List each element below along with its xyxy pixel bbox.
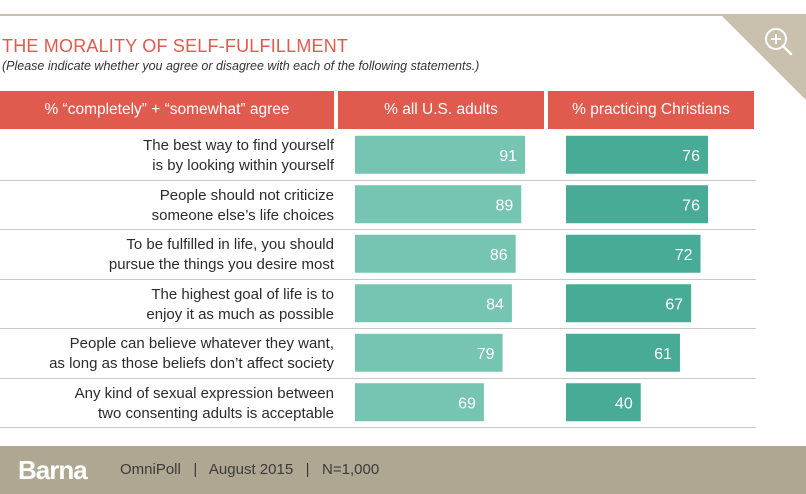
series-header-adults: % all U.S. adults <box>338 91 544 129</box>
chart-title: THE MORALITY OF SELF-FULFILLMENT <box>2 36 349 56</box>
bar-value-label: 84 <box>486 296 504 313</box>
row-header: % “completely” + “somewhat” agree <box>0 91 334 129</box>
bar <box>355 333 503 372</box>
row-label: The best way to find yourself is by looki… <box>0 136 334 176</box>
row-label-line: someone else’s life choices <box>151 206 334 224</box>
bar <box>355 185 522 224</box>
row-label-line: Any kind of sexual expression between <box>74 384 334 402</box>
bar <box>566 333 680 372</box>
row-label-line: enjoy it as much as possible <box>146 305 334 323</box>
bar <box>355 383 484 422</box>
bar-value-label: 72 <box>675 247 693 264</box>
bar <box>355 234 516 273</box>
bar-value-label: 76 <box>682 148 700 165</box>
bar-value-label: 91 <box>499 148 517 165</box>
row-divider <box>0 179 756 181</box>
barna-logo: Barna <box>18 455 88 485</box>
bar-value-label: 69 <box>458 395 476 412</box>
row-label: To be fulfilled in life, you should pursu… <box>0 235 334 275</box>
row-label-line: is by looking within yourself <box>152 157 334 174</box>
bar <box>355 284 512 323</box>
row-divider <box>0 328 756 329</box>
row-label-line: People should not criticize <box>159 186 334 204</box>
row-label-line: The best way to find yourself <box>143 137 334 154</box>
bar <box>566 135 708 174</box>
row-divider <box>0 229 756 230</box>
bar-value-label: 79 <box>477 346 495 363</box>
row-label-line: The highest goal of life is to <box>151 285 334 303</box>
bar <box>355 135 525 174</box>
bar <box>566 185 708 224</box>
footer-source: OmniPoll | August 2015 | N=1,000 <box>120 461 380 478</box>
chart-subtitle: (Please indicate whether you agree or di… <box>2 59 480 73</box>
bar-value-label: 67 <box>665 296 683 313</box>
row-label: The highest goal of life is to enjoy it a… <box>0 285 334 325</box>
series-header-christians: % practicing Christians <box>548 91 754 129</box>
row-label-line: To be fulfilled in life, you should <box>126 236 334 253</box>
row-divider <box>0 377 756 379</box>
zoom-in-icon <box>765 28 793 56</box>
bar-value-label: 40 <box>615 395 633 412</box>
row-label-line: People can believe whatever they want, <box>69 335 334 352</box>
row-label-line: pursue the things you desire most <box>108 256 334 273</box>
zoom-button[interactable] <box>758 22 798 62</box>
bar-value-label: 89 <box>495 197 513 214</box>
bar <box>566 284 692 323</box>
row-label: Any kind of sexual expression between two… <box>0 384 334 424</box>
top-rule <box>0 14 806 16</box>
row-label: People should not criticize someone else’… <box>0 186 334 226</box>
row-divider <box>0 427 756 428</box>
bar-value-label: 86 <box>490 247 508 264</box>
bar <box>566 383 641 422</box>
row-label-line: as long as those beliefs don’t affect so… <box>49 355 334 372</box>
footer-bar <box>0 446 806 494</box>
bar <box>566 234 701 273</box>
bar-value-label: 76 <box>682 197 700 214</box>
row-label: People can believe whatever they want, as… <box>0 334 334 374</box>
row-divider <box>0 278 756 280</box>
bar-value-label: 61 <box>654 346 672 363</box>
row-label-line: two consenting adults is acceptable <box>98 404 334 422</box>
